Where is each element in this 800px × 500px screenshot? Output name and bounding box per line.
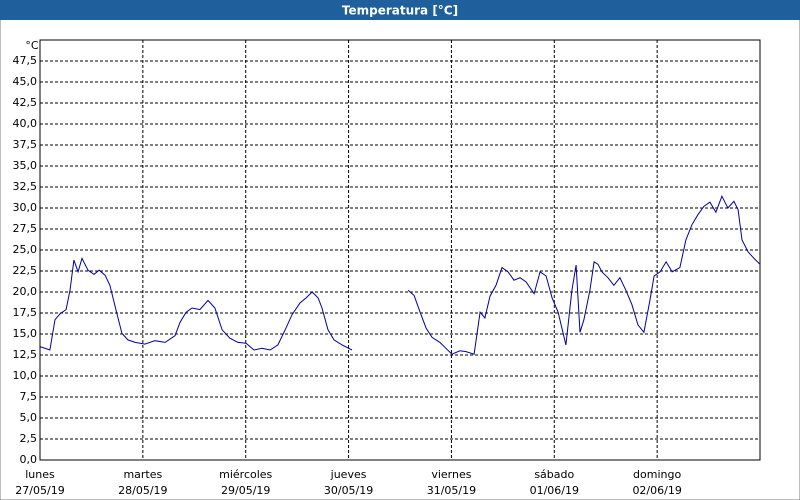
- x-tick-label: sábado: [534, 468, 574, 481]
- y-tick-label: 47,5: [13, 54, 38, 67]
- y-tick-label: 5,0: [20, 411, 38, 424]
- y-tick-label: 20,0: [13, 285, 38, 298]
- x-tick-label: jueves: [330, 468, 367, 481]
- x-tick-date: 02/06/19: [632, 484, 681, 497]
- y-tick-label: 22,5: [13, 264, 38, 277]
- y-tick-label: 30,0: [13, 201, 38, 214]
- x-tick-label: domingo: [633, 468, 681, 481]
- y-tick-label: 2,5: [20, 432, 38, 445]
- y-unit: °C: [25, 39, 39, 52]
- x-tick-date: 01/06/19: [530, 484, 579, 497]
- chart-title: Temperatura [°C]: [342, 4, 458, 18]
- plot-border: [39, 39, 761, 461]
- x-tick-date: 28/05/19: [118, 484, 167, 497]
- y-tick-label: 0,0: [20, 453, 38, 466]
- y-tick-label: 7,5: [20, 390, 38, 403]
- y-tick-label: 35,0: [13, 159, 38, 172]
- x-tick-date: 31/05/19: [427, 484, 476, 497]
- y-tick-label: 12,5: [13, 348, 38, 361]
- title-bar: [0, 0, 800, 20]
- temperature-line: [39, 194, 761, 355]
- x-tick-date: 29/05/19: [221, 484, 270, 497]
- y-tick-label: 15,0: [13, 327, 38, 340]
- x-tick-label: martes: [123, 468, 162, 481]
- y-tick-label: 40,0: [13, 117, 38, 130]
- x-tick-date: 30/05/19: [324, 484, 373, 497]
- y-tick-label: 37,5: [13, 138, 38, 151]
- y-tick-label: 27,5: [13, 222, 38, 235]
- y-tick-label: 32,5: [13, 180, 38, 193]
- x-tick-date: 27/05/19: [15, 484, 64, 497]
- y-tick-label: 17,5: [13, 306, 38, 319]
- y-tick-label: 10,0: [13, 369, 38, 382]
- x-tick-label: lunes: [25, 468, 55, 481]
- x-tick-label: viernes: [431, 468, 471, 481]
- y-tick-label: 25,0: [13, 243, 38, 256]
- y-tick-label: 42,5: [13, 96, 38, 109]
- x-tick-label: miércoles: [219, 468, 272, 481]
- y-tick-label: 45,0: [13, 75, 38, 88]
